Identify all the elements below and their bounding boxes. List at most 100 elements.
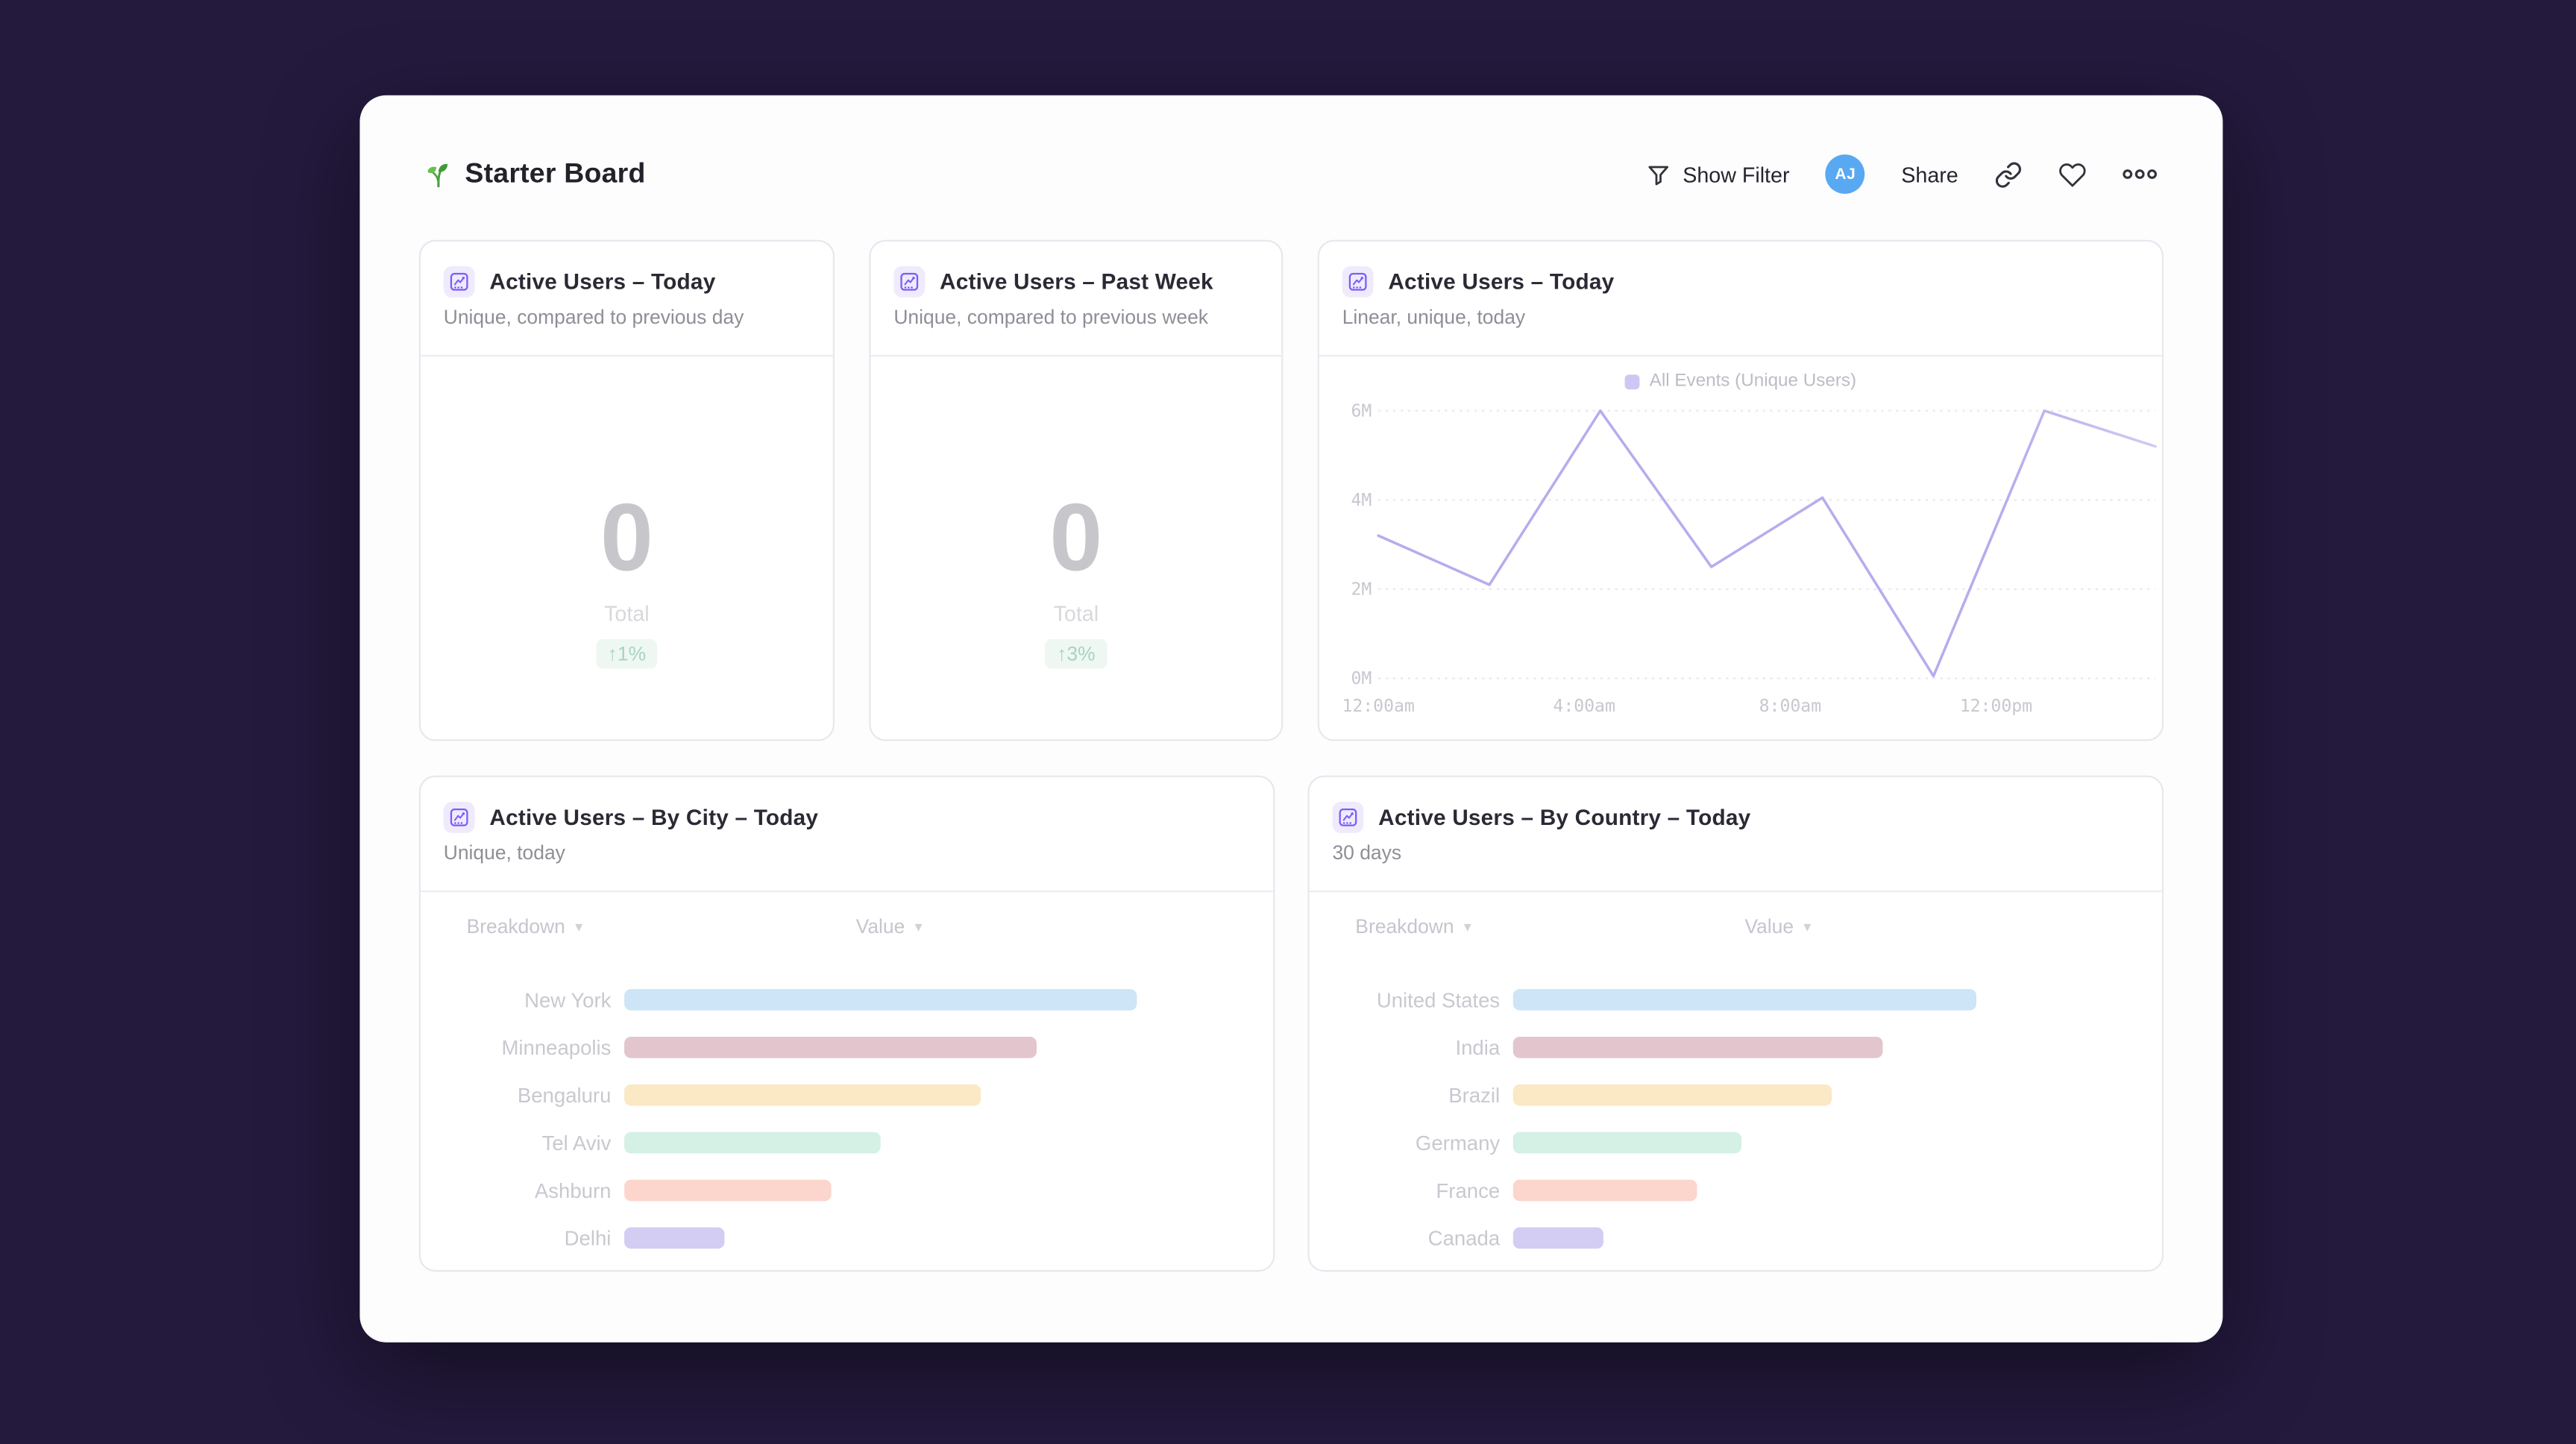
card-subtitle: Unique, compared to previous day (443, 305, 744, 329)
column-label: Value (1744, 914, 1794, 938)
legend-swatch (1624, 374, 1640, 389)
bar-category-label: Bengaluru (517, 1083, 612, 1107)
card-active-users-line-chart: Active Users – Today Linear, unique, tod… (1317, 239, 2164, 741)
line-chart[interactable]: 0M 2M 4M 6M 12:00am 4:00am 8:00am 12:00pm (1329, 399, 2164, 721)
bar-category-label: India (1455, 1035, 1501, 1059)
copy-link-button[interactable] (1994, 160, 2022, 188)
line-chart-body: All Events (Unique Users) 0M 2M 4M 6M 12:00a… (1319, 370, 2162, 721)
share-label: Share (1901, 161, 1958, 187)
card-title[interactable]: Active Users – By City – Today (489, 805, 819, 830)
bar-row: Germany (1310, 1119, 2162, 1167)
y-axis-tick-label: 6M (1351, 401, 1372, 421)
show-filter-label: Show Filter (1683, 161, 1790, 187)
card-subtitle: Unique, compared to previous week (893, 305, 1209, 329)
y-axis-tick-label: 0M (1351, 669, 1372, 688)
bar[interactable] (624, 1084, 981, 1106)
y-axis-tick-label: 2M (1351, 580, 1372, 600)
card-active-users-today-kpi: Active Users – Today Unique, compared to… (418, 239, 835, 741)
card-header: Active Users – By City – Today Unique, t… (420, 777, 1274, 893)
card-title[interactable]: Active Users – Today (1388, 269, 1615, 295)
bar-row: Tel Aviv (421, 1119, 1273, 1167)
bar-row: Ashburn (421, 1167, 1273, 1214)
legend-label: All Events (Unique Users) (1649, 371, 1857, 392)
card-subtitle: Linear, unique, today (1342, 305, 1526, 329)
bar[interactable] (1512, 1084, 1832, 1106)
bar-category-label: Tel Aviv (541, 1131, 612, 1155)
x-axis-tick-label: 8:00am (1759, 697, 1821, 716)
kpi-delta-badge: ↑1% (596, 638, 658, 669)
board-header: Starter Board Show Filter AJ Share (359, 95, 2222, 194)
column-label: Value (855, 914, 905, 938)
more-options-button[interactable] (2123, 168, 2157, 181)
bar-row: India (1310, 1023, 2162, 1071)
kpi-value: 0 (600, 484, 653, 592)
card-title[interactable]: Active Users – Today (489, 269, 716, 295)
bar[interactable] (624, 1036, 1037, 1058)
chart-type-icon (443, 801, 475, 833)
page-title: Starter Board (465, 157, 646, 189)
kpi-body: 0 Total ↑1% (421, 357, 833, 739)
bar-track (624, 1036, 1250, 1058)
chart-type-icon (443, 266, 475, 298)
caret-down-icon: ▾ (1803, 917, 1812, 935)
avatar-initials: AJ (1825, 154, 1865, 194)
bar-track (624, 1227, 1250, 1249)
card-title[interactable]: Active Users – Past Week (940, 269, 1213, 295)
show-filter-button[interactable]: Show Filter (1647, 162, 1790, 186)
board-title-wrap: Starter Board (424, 157, 645, 190)
seedling-icon (427, 163, 448, 186)
x-axis-tick-label: 4:00am (1553, 697, 1615, 716)
card-subtitle: Unique, today (443, 841, 565, 864)
bar-track (1512, 1227, 2139, 1249)
bar-track (1512, 1179, 2139, 1202)
kpi-value: 0 (1049, 484, 1103, 592)
share-button[interactable]: Share (1901, 162, 1958, 186)
bar-row: Minneapolis (421, 1023, 1273, 1071)
bar-row: Delhi (421, 1214, 1273, 1262)
bar[interactable] (1512, 1036, 1882, 1058)
bar-row: United States (1310, 976, 2162, 1023)
favorite-button[interactable] (2058, 160, 2086, 188)
caret-down-icon: ▾ (575, 917, 583, 935)
board-controls: Show Filter AJ Share (1647, 154, 2157, 194)
overflow-menu-icon (2123, 169, 2157, 179)
column-header-value[interactable]: Value ▾ (856, 915, 923, 938)
card-header: Active Users – Today Unique, compared to… (420, 242, 833, 357)
card-active-users-by-country: Active Users – By Country – Today 30 day… (1307, 775, 2164, 1272)
bar-track (1512, 1131, 2139, 1154)
user-avatar[interactable]: AJ (1825, 154, 1865, 194)
country-bar-list: United States India Brazil Germany France Can… (1310, 976, 2162, 1261)
bar[interactable] (624, 989, 1138, 1011)
card-active-users-past-week-kpi: Active Users – Past Week Unique, compare… (869, 239, 1284, 741)
card-header: Active Users – Today Linear, unique, tod… (1319, 242, 2162, 357)
kpi-delta-badge: ↑3% (1045, 638, 1107, 669)
bar[interactable] (624, 1179, 831, 1202)
chart-type-icon (893, 266, 926, 298)
chart-legend: All Events (Unique Users) (1319, 370, 2162, 393)
chart-type-icon (1332, 801, 1364, 833)
bar-category-label: Brazil (1448, 1083, 1501, 1107)
bar[interactable] (624, 1227, 725, 1249)
bar[interactable] (624, 1131, 882, 1154)
bar-track (624, 1084, 1250, 1106)
bar-category-label: United States (1376, 988, 1501, 1011)
city-bar-list: New York Minneapolis Bengaluru Tel Aviv Ashb… (421, 976, 1273, 1261)
kpi-body: 0 Total ↑3% (870, 357, 1281, 739)
bar-row: New York (421, 976, 1273, 1023)
bar-track (624, 989, 1250, 1011)
card-title[interactable]: Active Users – By Country – Today (1378, 805, 1751, 830)
bar[interactable] (1512, 1131, 1742, 1154)
bar[interactable] (1512, 1227, 1604, 1249)
column-header-breakdown[interactable]: Breakdown ▾ (467, 915, 582, 938)
line-series[interactable] (1377, 409, 2157, 678)
bar-row: Canada (1310, 1214, 2162, 1262)
bar[interactable] (1512, 989, 1976, 1011)
dashboard-board: Starter Board Show Filter AJ Share (359, 95, 2223, 1343)
bar[interactable] (1512, 1179, 1698, 1202)
link-icon (1995, 161, 2021, 187)
card-subtitle: 30 days (1332, 841, 1402, 864)
kpi-value-label: Total (1053, 601, 1099, 627)
column-header-value[interactable]: Value ▾ (1744, 915, 1811, 938)
column-header-breakdown[interactable]: Breakdown ▾ (1355, 915, 1471, 938)
